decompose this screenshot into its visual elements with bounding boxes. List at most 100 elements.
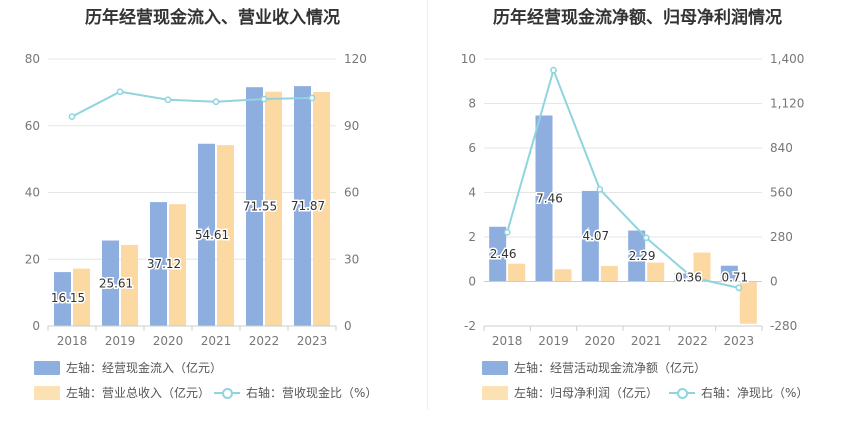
right-axis-tick-label: 0: [770, 275, 778, 289]
right-axis-tick-label: 120: [344, 52, 367, 66]
legend-label: 右轴：净现比（%）: [701, 386, 809, 400]
bar-series-1: [198, 143, 215, 326]
bar-series-1: [246, 87, 263, 326]
x-axis-tick-label: 2023: [724, 334, 755, 348]
data-label: 0.36: [675, 271, 702, 285]
bar-series-1: [628, 230, 646, 282]
right-axis-tick-label: 1,400: [770, 52, 804, 66]
bar-series-2: [73, 268, 90, 326]
legend-swatch-line: [669, 386, 695, 400]
line-point: [550, 66, 557, 74]
bar-series-1: [720, 265, 738, 282]
line-point: [308, 94, 316, 102]
line-point: [68, 113, 76, 120]
bar-series-2: [217, 145, 234, 326]
bar-series-2: [554, 269, 572, 282]
left-axis-tick-label: 8: [468, 97, 476, 111]
left-axis-tick-label: -2: [464, 319, 476, 333]
legend-label: 右轴：营收现金比（%）: [246, 386, 378, 400]
legend-swatch-blue: [482, 360, 508, 375]
line-series: [71, 90, 313, 118]
line-point: [642, 234, 650, 242]
left-axis-tick-label: 40: [25, 186, 40, 200]
line-point: [212, 98, 220, 106]
legend-item-net-cash-flow[interactable]: 左轴：经营活动现金流净额（亿元）: [482, 359, 706, 376]
legend-swatch-line: [214, 386, 240, 400]
data-label: 71.55: [243, 200, 277, 214]
legend-item-net-profit[interactable]: 左轴：归母净利润（亿元）: [482, 384, 658, 401]
right-axis-tick-label: 0: [344, 319, 352, 333]
line-point: [596, 185, 604, 193]
bar-series-2: [313, 92, 330, 326]
legend-item-revenue[interactable]: 左轴：营业总收入（亿元）: [34, 384, 210, 401]
left-axis-tick-label: 2: [468, 230, 476, 244]
right-axis-tick-label: -280: [770, 319, 797, 333]
line-point: [503, 228, 511, 236]
right-axis-tick-label: 90: [344, 119, 359, 133]
plot-area-right: -2 -280 0 0 2 280 4 560 6 840 8 1,120 10 1,400 2018 201…: [461, 52, 805, 348]
panel-divider: [427, 0, 428, 410]
data-label: 2.46: [490, 247, 517, 261]
bar-series-2: [739, 281, 757, 324]
legend-item-net-cash-ratio[interactable]: 右轴：净现比（%）: [669, 384, 808, 401]
right-axis-tick-label: 280: [770, 230, 793, 244]
line-point: [260, 95, 268, 103]
legend-swatch-orange: [482, 385, 508, 400]
x-axis-tick-label: 2022: [677, 334, 708, 348]
legend-item-cash-inflow[interactable]: 左轴：经营现金流入（亿元）: [34, 359, 222, 376]
left-axis-tick-label: 10: [461, 52, 476, 66]
right-axis-tick-label: 560: [770, 186, 793, 200]
left-axis-tick-label: 4: [468, 186, 476, 200]
x-axis-tick-label: 2021: [201, 334, 232, 348]
line-series: [506, 66, 740, 289]
data-label: 16.15: [51, 291, 85, 305]
x-axis-tick-label: 2023: [297, 334, 328, 348]
legend-label: 左轴：归母净利润（亿元）: [514, 386, 659, 400]
legend-item-ratio[interactable]: 右轴：营收现金比（%）: [214, 384, 377, 401]
bar-series-2: [693, 252, 711, 282]
legend-label: 左轴：营业总收入（亿元）: [66, 386, 211, 400]
data-label: 2.29: [629, 249, 656, 263]
bar-series-1: [150, 202, 167, 326]
x-axis-tick-label: 2020: [585, 334, 616, 348]
bar-series-2: [647, 262, 665, 282]
data-label: 0.71: [721, 271, 748, 285]
x-axis-tick-label: 2020: [153, 334, 184, 348]
bar-series-1: [581, 190, 599, 282]
legend-label: 左轴：经营活动现金流净额（亿元）: [514, 361, 707, 375]
bar-series-2: [265, 91, 282, 327]
bar-series-1: [674, 273, 692, 282]
left-axis-tick-label: 60: [25, 119, 40, 133]
x-axis-tick-label: 2022: [249, 334, 280, 348]
bar-series-2: [169, 204, 186, 326]
data-label: 25.61: [99, 276, 133, 290]
legend-swatch-orange: [34, 385, 60, 400]
right-axis-tick-label: 30: [344, 252, 359, 266]
left-axis-tick-label: 80: [25, 52, 40, 66]
plot-area-left: 0 0 20 30 40 60 60 90 80 120 2018 2019 2020 2021 2022 2…: [25, 52, 367, 348]
bar-series-1: [294, 86, 311, 326]
legend-label: 左轴：经营现金流入（亿元）: [66, 361, 223, 375]
chart-panel-right: 历年经营现金流净额、归母净利润情况 -2 -280 0 0 2 280 4 560 6 840 8 1…: [425, 0, 850, 437]
chart-title-right: 历年经营现金流净额、归母净利润情况: [493, 8, 782, 28]
left-axis-tick-label: 6: [468, 141, 476, 155]
line-point: [164, 96, 172, 104]
data-label: 7.46: [536, 192, 563, 206]
right-axis-tick-label: 60: [344, 186, 359, 200]
line-point: [735, 284, 743, 292]
right-axis-tick-label: 840: [770, 141, 793, 155]
chart-panel-left: 历年经营现金流入、营业收入情况 0 0 20 30 40 60 60 90 80 120 2018 2…: [25, 8, 378, 401]
bar-series-2: [508, 263, 526, 282]
bar-series-1: [102, 240, 119, 326]
data-label: 71.87: [291, 199, 325, 213]
chart-title-left: 历年经营现金流入、营业收入情况: [85, 8, 340, 28]
data-label: 37.12: [147, 257, 181, 271]
line-point: [689, 274, 696, 281]
left-axis-tick-label: 0: [468, 275, 476, 289]
x-axis-tick-label: 2018: [492, 334, 523, 348]
right-axis-tick-label: 1,120: [770, 97, 804, 111]
bar-series-1: [54, 272, 71, 326]
line-point: [116, 88, 124, 96]
x-axis-tick-label: 2019: [538, 334, 569, 348]
